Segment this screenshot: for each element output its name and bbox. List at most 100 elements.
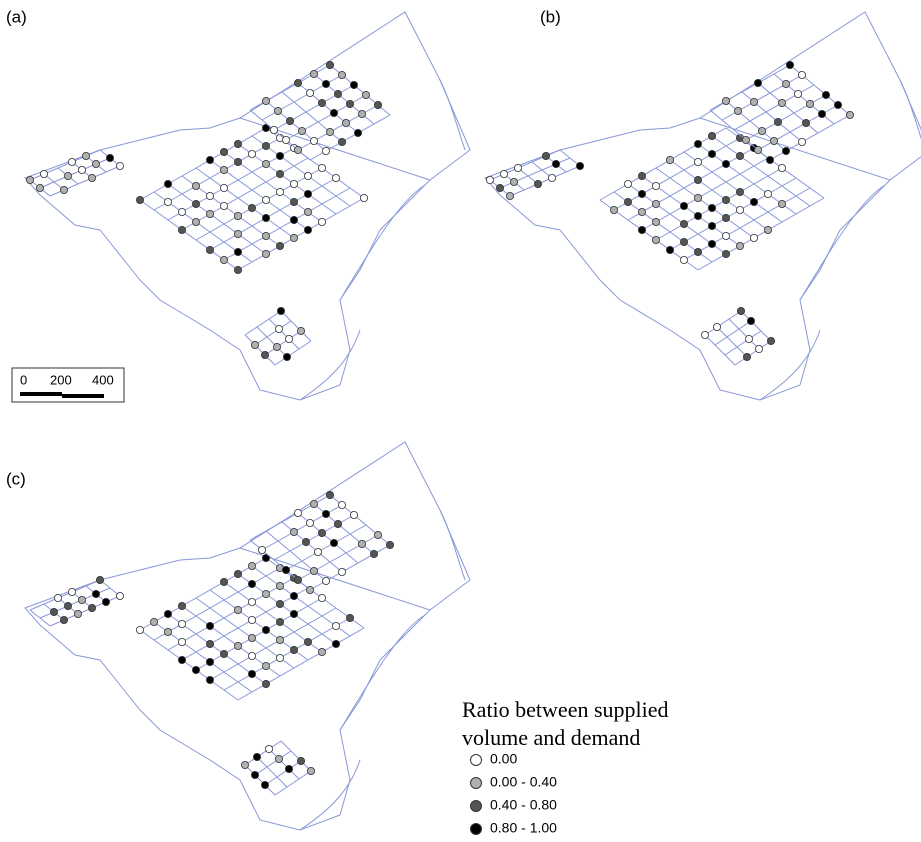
node (693, 193, 702, 202)
node (261, 231, 270, 240)
pipe (209, 607, 337, 681)
pipe (733, 84, 815, 131)
node (275, 169, 284, 178)
pipe (309, 544, 391, 591)
node (247, 597, 256, 606)
node (205, 675, 214, 684)
pipe (195, 167, 323, 241)
node (106, 153, 115, 162)
node (679, 219, 688, 228)
pipe (254, 750, 292, 776)
node (272, 342, 281, 351)
node (233, 139, 242, 148)
node (510, 177, 519, 186)
node (303, 637, 312, 646)
node (275, 635, 284, 644)
node (785, 61, 794, 70)
node (542, 151, 551, 160)
node (301, 538, 310, 547)
node (205, 639, 214, 648)
pipe (716, 326, 748, 358)
node (261, 195, 270, 204)
node (357, 110, 366, 119)
node (777, 99, 786, 108)
node (284, 764, 293, 773)
node (219, 147, 228, 156)
pipe (167, 147, 295, 221)
node (735, 187, 744, 196)
network-outline (484, 11, 921, 401)
node (769, 136, 778, 145)
pipe (724, 330, 762, 356)
node (693, 175, 702, 184)
node (707, 203, 716, 212)
node (781, 146, 790, 155)
node (261, 661, 270, 670)
node (92, 159, 101, 168)
node (303, 225, 312, 234)
node (177, 207, 186, 216)
pipe (249, 64, 331, 111)
pipe (704, 334, 736, 366)
legend-swatch (470, 800, 482, 812)
node (205, 621, 214, 630)
node (36, 183, 45, 192)
node (50, 607, 59, 616)
node (64, 171, 73, 180)
node (305, 585, 314, 594)
node (749, 233, 758, 242)
node (763, 189, 772, 198)
pipe (697, 197, 825, 271)
node (821, 91, 830, 100)
node (219, 255, 228, 264)
node (261, 625, 270, 634)
node (135, 195, 144, 204)
node (296, 326, 305, 335)
node (733, 107, 742, 116)
node (261, 213, 270, 222)
node (102, 597, 111, 606)
pipe (268, 748, 300, 780)
node (637, 207, 646, 216)
pipe (297, 104, 379, 151)
node (274, 324, 283, 333)
node (247, 651, 256, 660)
node (68, 157, 77, 166)
node (281, 135, 290, 144)
pipe (509, 165, 581, 197)
pipe (244, 310, 282, 336)
node (261, 97, 270, 106)
legend-swatch (470, 823, 482, 835)
node (321, 510, 330, 519)
node (773, 118, 782, 127)
node (746, 316, 755, 325)
node (707, 221, 716, 230)
pipe (153, 137, 281, 211)
pipe (280, 310, 312, 342)
pipe (599, 127, 727, 201)
node (765, 155, 774, 164)
node (163, 627, 172, 636)
node (296, 756, 305, 765)
node (309, 136, 318, 145)
pipe (256, 326, 288, 358)
node (735, 151, 744, 160)
node (514, 163, 523, 172)
node (260, 780, 269, 789)
node (303, 207, 312, 216)
node (191, 199, 200, 208)
node (257, 546, 266, 555)
pipe (309, 114, 391, 161)
node (325, 127, 334, 136)
node (500, 169, 509, 178)
node (609, 205, 618, 214)
node (275, 617, 284, 626)
pipe (153, 567, 281, 641)
node (250, 340, 259, 349)
node (721, 213, 730, 222)
node (289, 197, 298, 206)
pipe (139, 127, 267, 201)
pipe (274, 340, 312, 366)
node (353, 128, 362, 137)
node (548, 173, 557, 182)
